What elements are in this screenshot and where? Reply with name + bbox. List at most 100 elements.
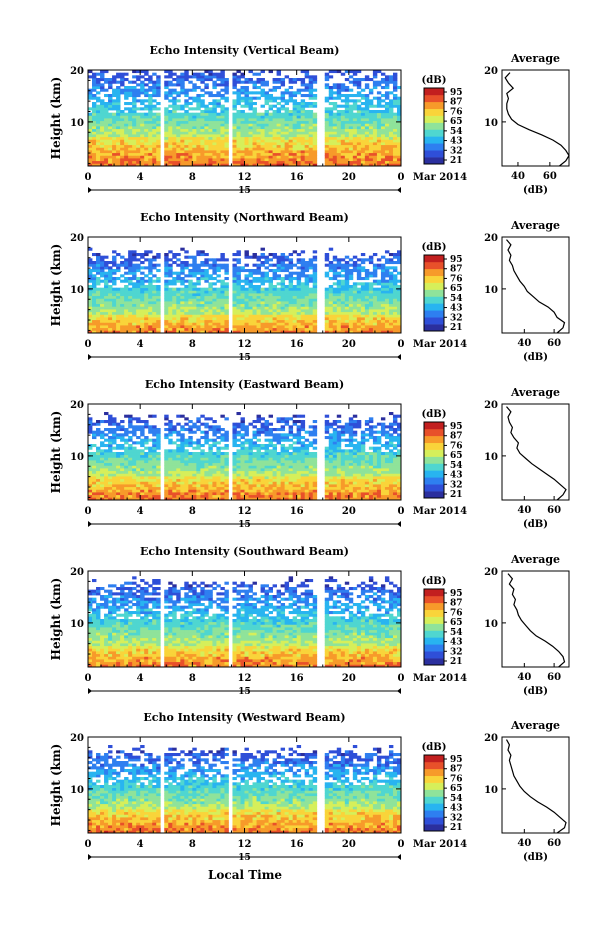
heatmap-xtick-label: 0 [85,339,92,350]
heatmap-ytick-label: 20 [70,233,84,244]
profile-title: Average [510,719,560,732]
profile-xtick-label: 60 [547,838,561,849]
colorbar-tick-label: 54 [450,127,463,137]
average-profile: Average 10 20 40 60 (dB) [484,52,570,196]
heatmap-xtick-label: 12 [238,339,252,350]
colorbar-segment [424,303,444,311]
colorbar-frame [423,87,445,165]
profile-ytick-label: 20 [484,567,498,578]
profile-xtick-label: 40 [517,505,531,516]
profile-ytick-label: 20 [484,733,498,744]
heatmap-title: Echo Intensity (Southward Beam) [140,545,349,558]
average-profile: Average 10 20 40 60 (dB) [484,219,570,363]
profile-title: Average [510,52,560,65]
heatmap-xtick-label: 20 [342,673,356,684]
colorbar-unit: (dB) [422,75,447,86]
colorbar-segment [424,296,444,304]
colorbar-segment [424,108,444,116]
colorbar-tick-label: 54 [450,628,463,638]
profile-ytick-label: 10 [484,452,498,463]
date-day-label: 15 [238,353,251,363]
heatmap-xtick-label: 12 [238,506,252,517]
panel-2: Echo Intensity (Northward Beam) 10 20 Heigh… [49,211,570,363]
heatmap-ytick-label: 20 [70,400,84,411]
colorbar-segment [424,275,444,283]
heatmap-xtick-label: 16 [290,839,304,850]
heatmap-title: Echo Intensity (Vertical Beam) [149,44,339,57]
profile-xtick-label: 40 [517,672,531,683]
colorbar-frame [423,421,445,499]
colorbar-tick-label: 43 [450,804,463,814]
colorbar-segment [424,422,444,430]
heatmap-xtick-label: 4 [137,339,144,350]
colorbar-segment [424,644,444,652]
heatmap-title: Echo Intensity (Westward Beam) [143,711,345,724]
date-line-arrow-left [88,521,92,527]
date-line-arrow-left [88,854,92,860]
colorbar-tick-label: 87 [450,265,463,275]
colorbar-frame [423,254,445,332]
colorbar-tick-label: 43 [450,137,463,147]
colorbar-tick-label: 87 [450,765,463,775]
heatmap-ytick-label: 10 [70,619,84,630]
heatmap-cells [88,576,402,668]
heatmap-xtick-label: 16 [290,506,304,517]
colorbar-segment [424,463,444,471]
heatmap-xtick-label: 16 [290,172,304,183]
colorbar-segment [424,761,444,770]
colorbar-tick-label: 43 [450,638,463,648]
date-day-label: 15 [238,853,251,863]
heatmap-xtick-label: 8 [189,339,196,350]
heatmap-xtick-label: 0 [398,506,405,517]
profile-line [507,573,566,668]
heatmap-xtick-label: 0 [398,839,405,850]
heatmap-ytick-label: 10 [70,452,84,463]
profile-frame [501,570,570,668]
colorbar-tick-label: 65 [450,451,463,461]
heatmap-xtick-label: 8 [189,673,196,684]
heatmap-xtick-label: 20 [342,339,356,350]
colorbar-segment [424,477,444,485]
colorbar-unit: (dB) [422,742,447,753]
profile-ytick-label: 20 [484,400,498,411]
heatmap-cells [88,745,402,834]
heatmap-ytick-label: 20 [70,733,84,744]
colorbar-segment [424,261,444,270]
colorbar-segment [424,768,444,777]
date-line-arrow-left [88,187,92,193]
profile-frame [501,403,570,501]
colorbar-tick-label: 32 [450,813,463,823]
profile-xlabel: (dB) [523,185,548,196]
profile-ytick-label: 20 [484,233,498,244]
colorbar-segment [424,484,444,492]
date-line-arrow-left [88,354,92,360]
panel-5: Echo Intensity (Westward Beam) 10 20 Height… [49,711,570,863]
colorbar-segment [424,129,444,137]
heatmap-ytick-label: 20 [70,66,84,77]
colorbar-segment [424,157,444,165]
profile-xlabel: (dB) [523,352,548,363]
profile-line [506,239,566,334]
colorbar-segment [424,150,444,158]
colorbar-tick-label: 95 [450,255,463,265]
colorbar-tick-label: 54 [450,294,463,304]
panel-4: Echo Intensity (Southward Beam) 10 20 Heigh… [49,545,570,697]
profile-xtick-label: 60 [547,672,561,683]
colorbar-tick-label: 21 [450,657,463,667]
date-label: Mar 2014 [413,339,467,350]
profile-ytick-label: 10 [484,118,498,129]
date-line-arrow-right [397,854,401,860]
profile-xtick-label: 60 [547,338,561,349]
heatmap-xtick-label: 0 [398,172,405,183]
profile-xtick-label: 40 [511,171,525,182]
profile-xlabel: (dB) [523,686,548,697]
heatmap-xtick-label: 4 [137,839,144,850]
heatmap-ylabel: Height (km) [49,744,63,827]
date-line-arrow-right [397,354,401,360]
colorbar-segment [424,796,444,804]
heatmap-xtick-label: 4 [137,172,144,183]
colorbar-frame [423,588,445,666]
